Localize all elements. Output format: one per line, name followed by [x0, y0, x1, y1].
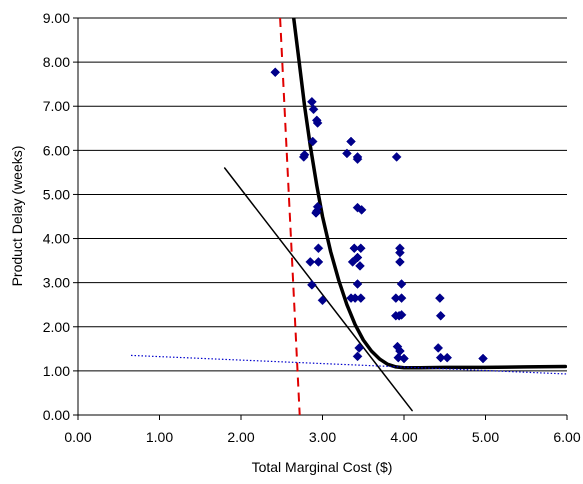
data-point — [307, 136, 318, 147]
data-point — [433, 343, 444, 353]
data-point — [352, 252, 363, 263]
tick-labels: 0.00 1.00 2.00 3.00 4.00 5.00 6.00 7.00 8.00 9.00… — [43, 10, 581, 445]
x-tick-label: 4.00 — [390, 429, 417, 445]
data-point — [399, 353, 409, 364]
data-point — [312, 118, 323, 128]
x-tick-label: 0.00 — [64, 429, 91, 445]
x-tick-label: 1.00 — [146, 429, 173, 445]
data-point — [342, 148, 352, 159]
data-point — [313, 243, 324, 254]
y-tick-label: 9.00 — [43, 10, 70, 26]
fitted-curve — [291, 18, 567, 370]
data-point — [356, 205, 367, 215]
data-point — [352, 154, 363, 165]
data-point — [270, 67, 281, 78]
data-point — [435, 293, 445, 303]
data-markers — [270, 67, 488, 364]
x-tick-label: 6.00 — [553, 429, 580, 445]
dotted-line — [130, 354, 567, 375]
y-tick-label: 4.00 — [43, 231, 70, 247]
tangent-line — [223, 167, 413, 412]
y-tick-label: 2.00 — [43, 319, 70, 335]
y-tick-label: 7.00 — [43, 98, 70, 114]
data-point — [311, 208, 321, 218]
data-point — [308, 104, 319, 115]
data-point — [435, 310, 446, 321]
data-point — [391, 152, 402, 162]
y-tick-label: 0.00 — [43, 407, 70, 423]
data-point — [396, 310, 407, 320]
y-tick-label: 5.00 — [43, 186, 70, 202]
data-point — [435, 352, 446, 363]
data-point — [346, 136, 356, 147]
data-point — [355, 293, 366, 303]
data-point — [478, 353, 488, 364]
y-tick-label: 1.00 — [43, 363, 70, 379]
x-tick-label: 3.00 — [309, 429, 336, 445]
data-point — [352, 351, 363, 362]
y-tick-label: 8.00 — [43, 54, 70, 70]
data-point — [354, 343, 365, 353]
gridlines — [78, 17, 567, 372]
data-point — [352, 279, 363, 289]
data-point — [305, 257, 316, 267]
data-point — [313, 257, 324, 267]
y-tick-label: 3.00 — [43, 275, 70, 291]
data-point — [395, 257, 405, 267]
data-point — [307, 280, 317, 290]
data-point — [396, 279, 407, 289]
x-tick-label: 5.00 — [472, 429, 499, 445]
axes — [73, 17, 568, 420]
data-point — [355, 243, 366, 254]
dashed-line — [279, 18, 301, 415]
y-axis-title: Product Delay (weeks) — [9, 146, 25, 287]
data-point — [349, 243, 360, 254]
x-tick-label: 2.00 — [227, 429, 254, 445]
data-point — [355, 261, 365, 271]
data-point — [396, 293, 407, 303]
data-point — [307, 96, 317, 107]
data-point — [442, 352, 453, 363]
data-point — [317, 295, 328, 306]
y-tick-label: 6.00 — [43, 142, 70, 158]
plot-series — [130, 18, 567, 415]
x-axis-title: Total Marginal Cost ($) — [252, 459, 393, 475]
data-point — [298, 152, 309, 162]
